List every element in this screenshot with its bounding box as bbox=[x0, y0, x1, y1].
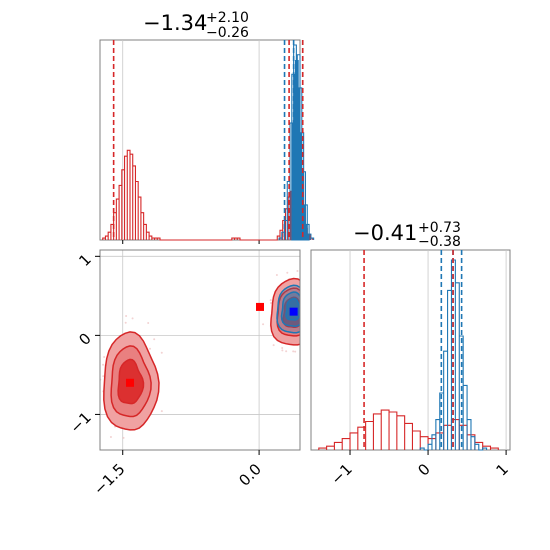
hist-panel-1-series-1 bbox=[278, 44, 315, 241]
red-marker-2 bbox=[256, 302, 264, 311]
contour-panel-markers bbox=[126, 302, 298, 387]
contour-panel-ytick-label-2: 1 bbox=[75, 250, 94, 269]
contour-panel-scatter-point-58 bbox=[95, 396, 97, 398]
hist-panel-2-title-upper: +0.73 bbox=[418, 220, 461, 236]
contour-panel: −1.5 0.0 −1 0 1 bbox=[66, 249, 325, 499]
contour-panel-ytick-label-1: 0 bbox=[75, 329, 94, 348]
contour-panel-scatter-point-33 bbox=[269, 302, 272, 305]
contour-panel-scatter-point-44 bbox=[125, 315, 128, 318]
contour-panel-scatter-point-47 bbox=[321, 288, 323, 290]
contour-panel-scatter-point-65 bbox=[301, 292, 303, 294]
contour-panel-contours bbox=[93, 270, 325, 439]
contour-panel-xtick-label-0: −1.5 bbox=[90, 460, 128, 498]
hist-panel-1-quantiles bbox=[112, 40, 304, 240]
contour-panel-scatter-point-48 bbox=[95, 364, 97, 366]
hist-panel-2: −1 0 1 −0.41 +0.73 −0.38 bbox=[310, 220, 512, 488]
contour-panel-scatter-point-22 bbox=[131, 317, 134, 320]
contour-panel-scatter-point-79 bbox=[262, 323, 265, 326]
contour-panel-scatter-point-31 bbox=[269, 299, 272, 302]
contour-panel-scatter-point-38 bbox=[160, 410, 163, 413]
red-marker-1 bbox=[126, 378, 134, 387]
hist-panel-1-title-upper: +2.10 bbox=[206, 10, 249, 26]
contour-panel-scatter-point-57 bbox=[307, 301, 309, 303]
hist-panel-2-tick-label-1: 0 bbox=[414, 460, 433, 479]
contour-panel-scatter-point-2 bbox=[102, 363, 105, 366]
contour-panel-scatter-point-81 bbox=[316, 282, 318, 284]
hist-panel-2-title: −0.41 bbox=[353, 221, 417, 245]
contour-panel-scatter-point-1 bbox=[308, 293, 310, 295]
contour-panel-scatter-point-74 bbox=[160, 351, 163, 354]
hist-panel-2-frame bbox=[310, 249, 511, 451]
contour-panel-scatter-point-53 bbox=[285, 350, 288, 353]
contour-panel-scatter-point-13 bbox=[312, 320, 314, 322]
hist-panel-1-series bbox=[102, 44, 315, 241]
contour-panel-scatter-point-39 bbox=[292, 350, 295, 353]
contour-panel-scatter-point-59 bbox=[303, 334, 305, 336]
contour-panel-scatter-point-45 bbox=[315, 311, 317, 313]
hist-panel-2-tick-label-2: 1 bbox=[492, 460, 511, 479]
contour-panel-ticks: −1.5 0.0 −1 0 1 bbox=[66, 250, 264, 498]
contour-panel-scatter-point-25 bbox=[294, 350, 297, 353]
contour-panel-scatter-point-68 bbox=[102, 375, 105, 378]
contour-panel-scatter-point-86 bbox=[96, 381, 98, 383]
blue-marker bbox=[289, 307, 298, 316]
contour-panel-scatter-point-71 bbox=[275, 274, 278, 277]
contour-panel-scatter-point-29 bbox=[281, 346, 284, 349]
contour-panel-scatter-point-14 bbox=[103, 355, 106, 358]
contour-panel-scatter-point-55 bbox=[296, 270, 299, 273]
contour-panel-ytick-label-0: −1 bbox=[66, 409, 94, 437]
hist-panel-2-tick-label-0: −1 bbox=[327, 460, 355, 488]
contour-panel-scatter-point-36 bbox=[124, 321, 127, 324]
hist-panel-1: −1.34 +2.10 −0.26 bbox=[99, 10, 315, 244]
contour-panel-scatter-point-3 bbox=[320, 292, 322, 294]
hist-panel-2-series bbox=[318, 259, 499, 451]
contour-panel-scatter-point-5 bbox=[286, 271, 289, 274]
contour-panel-scatter-point-50 bbox=[153, 338, 156, 341]
hist-panel-1-title-lower: −0.26 bbox=[206, 25, 249, 41]
contour-panel-scatter-point-89 bbox=[272, 344, 275, 347]
hist-panel-1-grid bbox=[122, 40, 260, 244]
contour-panel-scatter-point-21 bbox=[321, 291, 323, 293]
contour-panel-scatter-point-83 bbox=[316, 334, 318, 336]
hist-panel-1-series-0 bbox=[102, 149, 314, 241]
contour-panel-scatter-point-37 bbox=[313, 348, 315, 350]
contour-panel-scatter-point-75 bbox=[308, 300, 310, 302]
hist-panel-2-ticks: −1 0 1 bbox=[327, 450, 512, 488]
contour-panel-scatter-point-77 bbox=[319, 305, 321, 307]
contour-panel-scatter-point-88 bbox=[93, 401, 95, 403]
contour-panel-scatter-point-43 bbox=[281, 349, 284, 352]
contour-panel-scatter-point-72 bbox=[122, 436, 125, 439]
contour-panel-scatter-point-69 bbox=[322, 310, 324, 312]
contour-panel-scatter-point-32 bbox=[96, 358, 98, 360]
hist-panel-1-title: −1.34 bbox=[143, 11, 207, 35]
contour-panel-frame bbox=[99, 249, 301, 451]
contour-panel-scatter-point-16 bbox=[147, 322, 150, 325]
contour-panel-scatter-point-70 bbox=[97, 364, 99, 366]
hist-panel-2-title-lower: −0.38 bbox=[418, 234, 461, 250]
hist-panel-2-grid bbox=[349, 250, 507, 450]
contour-panel-scatter-point-54 bbox=[109, 436, 112, 439]
contour-panel-xtick-label-1: 0.0 bbox=[235, 460, 265, 490]
contour-panel-scatter-point-11 bbox=[323, 329, 325, 331]
contour-panel-scatter-point-84 bbox=[93, 364, 95, 366]
contour-panel-scatter-point-12 bbox=[149, 347, 152, 350]
hist-panel-2-quantiles bbox=[363, 250, 463, 450]
